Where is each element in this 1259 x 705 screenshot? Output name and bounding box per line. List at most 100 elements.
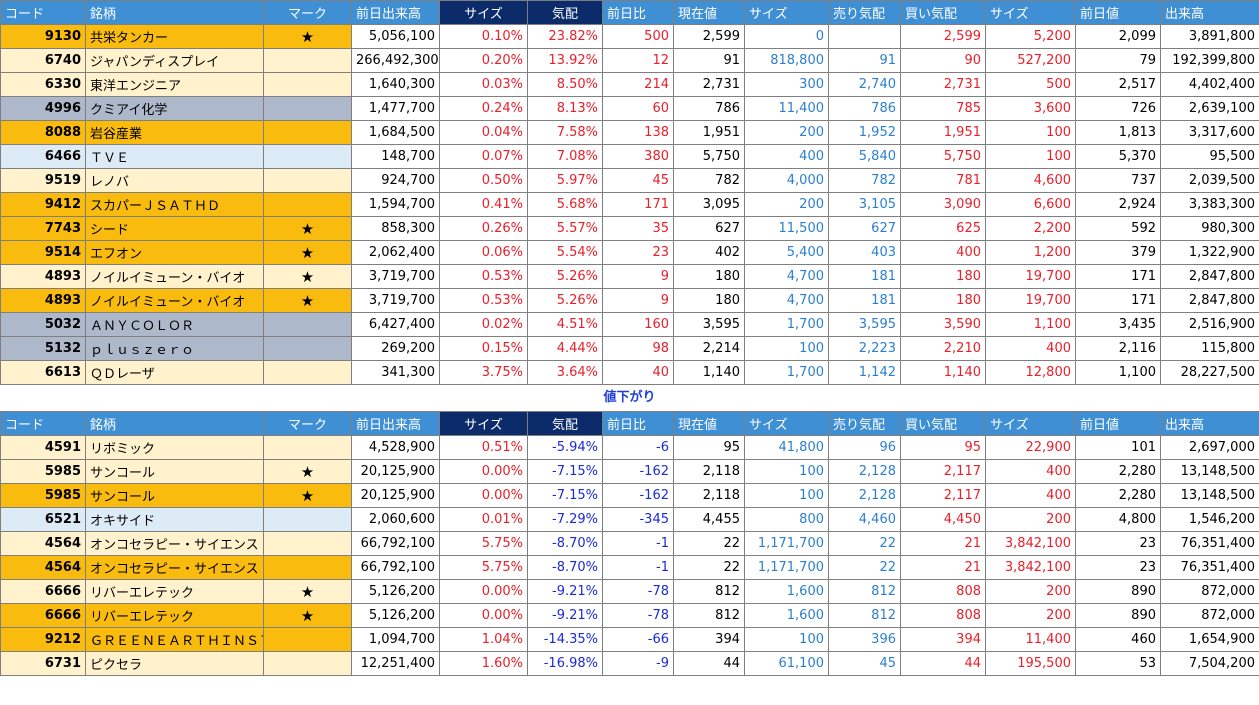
cell-change[interactable]: 160: [602, 312, 674, 337]
cell-prev-price[interactable]: 1,100: [1075, 360, 1161, 385]
header-volume[interactable]: 出来高: [1160, 411, 1259, 436]
cell-prev-price[interactable]: 23: [1075, 555, 1161, 580]
cell-quote[interactable]: -7.15%: [527, 483, 603, 508]
cell-volume[interactable]: 1,654,900: [1160, 627, 1259, 652]
cell-size-bid[interactable]: 3,842,100: [985, 555, 1076, 580]
cell-quote[interactable]: -16.98%: [527, 651, 603, 676]
cell-price[interactable]: 782: [673, 168, 745, 193]
cell-volume[interactable]: 95,500: [1160, 144, 1259, 169]
cell-mark[interactable]: [263, 651, 352, 676]
cell-volume[interactable]: 2,039,500: [1160, 168, 1259, 193]
cell-price[interactable]: 786: [673, 96, 745, 121]
cell-change[interactable]: -9: [602, 651, 674, 676]
cell-quote[interactable]: 5.26%: [527, 288, 603, 313]
cell-mark[interactable]: [263, 555, 352, 580]
cell-change[interactable]: 9: [602, 288, 674, 313]
cell-bid[interactable]: 808: [900, 579, 986, 604]
cell-bid[interactable]: 180: [900, 264, 986, 289]
header-size[interactable]: サイズ: [744, 411, 829, 436]
cell-size-bid[interactable]: 4,600: [985, 168, 1076, 193]
cell-name[interactable]: ジャパンディスプレイ: [85, 48, 264, 73]
cell-bid[interactable]: 5,750: [900, 144, 986, 169]
cell-code[interactable]: 4564: [0, 555, 86, 580]
cell-change[interactable]: -66: [602, 627, 674, 652]
header-bid[interactable]: 買い気配: [900, 0, 986, 25]
header-price[interactable]: 現在値: [673, 411, 745, 436]
cell-prev-price[interactable]: 592: [1075, 216, 1161, 241]
cell-ask[interactable]: 782: [828, 168, 901, 193]
cell-code[interactable]: 6521: [0, 507, 86, 532]
cell-code[interactable]: 4564: [0, 531, 86, 556]
cell-code[interactable]: 6666: [0, 579, 86, 604]
table-row[interactable]: 5985 サンコール ★ 20,125,900 0.00% -7.15% -162 2,118…: [0, 459, 1259, 484]
header-size[interactable]: サイズ: [744, 0, 829, 25]
cell-price[interactable]: 2,118: [673, 483, 745, 508]
cell-price[interactable]: 1,140: [673, 360, 745, 385]
cell-prev-volume[interactable]: 924,700: [351, 168, 440, 193]
cell-size-ratio[interactable]: 0.03%: [439, 72, 528, 97]
cell-price[interactable]: 2,214: [673, 336, 745, 361]
star-icon[interactable]: ★: [263, 288, 352, 313]
cell-code[interactable]: 9412: [0, 192, 86, 217]
cell-prev-price[interactable]: 2,517: [1075, 72, 1161, 97]
header-prev-volume[interactable]: 前日出来高: [351, 0, 440, 25]
cell-prev-volume[interactable]: 3,719,700: [351, 264, 440, 289]
cell-prev-price[interactable]: 171: [1075, 288, 1161, 313]
cell-prev-volume[interactable]: 2,060,600: [351, 507, 440, 532]
cell-code[interactable]: 6666: [0, 603, 86, 628]
cell-volume[interactable]: 2,639,100: [1160, 96, 1259, 121]
cell-prev-volume[interactable]: 6,427,400: [351, 312, 440, 337]
cell-ask[interactable]: 1,142: [828, 360, 901, 385]
table-row[interactable]: 6666 リバーエレテック ★ 5,126,200 0.00% -9.21% -78 812 1…: [0, 603, 1259, 628]
cell-ask[interactable]: 4,460: [828, 507, 901, 532]
cell-size-ratio[interactable]: 5.75%: [439, 531, 528, 556]
cell-name[interactable]: ピクセラ: [85, 651, 264, 676]
cell-bid[interactable]: 3,090: [900, 192, 986, 217]
cell-change[interactable]: 138: [602, 120, 674, 145]
cell-prev-price[interactable]: 1,813: [1075, 120, 1161, 145]
cell-change[interactable]: -1: [602, 531, 674, 556]
cell-name[interactable]: エフオン: [85, 240, 264, 265]
cell-price[interactable]: 812: [673, 603, 745, 628]
table-row[interactable]: 4591 リボミック 4,528,900 0.51% -5.94% -6 95 41,800 9…: [0, 435, 1259, 460]
cell-price[interactable]: 394: [673, 627, 745, 652]
cell-mark[interactable]: [263, 192, 352, 217]
cell-name[interactable]: サンコール: [85, 459, 264, 484]
cell-size-ask[interactable]: 1,171,700: [744, 555, 829, 580]
cell-price[interactable]: 2,599: [673, 24, 745, 49]
cell-size-ask[interactable]: 41,800: [744, 435, 829, 460]
cell-size-bid[interactable]: 500: [985, 72, 1076, 97]
cell-size-bid[interactable]: 200: [985, 603, 1076, 628]
cell-name[interactable]: クミアイ化学: [85, 96, 264, 121]
cell-price[interactable]: 402: [673, 240, 745, 265]
cell-volume[interactable]: 76,351,400: [1160, 555, 1259, 580]
cell-mark[interactable]: [263, 435, 352, 460]
star-icon[interactable]: ★: [263, 483, 352, 508]
cell-volume[interactable]: 7,504,200: [1160, 651, 1259, 676]
cell-change[interactable]: 171: [602, 192, 674, 217]
cell-volume[interactable]: 13,148,500: [1160, 459, 1259, 484]
header-bid[interactable]: 買い気配: [900, 411, 986, 436]
header-change[interactable]: 前日比: [602, 0, 674, 25]
cell-prev-price[interactable]: 23: [1075, 531, 1161, 556]
cell-prev-price[interactable]: 2,099: [1075, 24, 1161, 49]
cell-name[interactable]: 共栄タンカー: [85, 24, 264, 49]
cell-code[interactable]: 6330: [0, 72, 86, 97]
table-row[interactable]: 5132 ｐｌｕｓｚｅｒｏ 269,200 0.15% 4.44% 98 2,214 100 2…: [0, 336, 1259, 361]
cell-prev-price[interactable]: 5,370: [1075, 144, 1161, 169]
cell-price[interactable]: 44: [673, 651, 745, 676]
cell-prev-price[interactable]: 79: [1075, 48, 1161, 73]
cell-quote[interactable]: 5.97%: [527, 168, 603, 193]
cell-ask[interactable]: 22: [828, 531, 901, 556]
cell-price[interactable]: 91: [673, 48, 745, 73]
table-row[interactable]: 6613 ＱＤレーザ 341,300 3.75% 3.64% 40 1,140 1,700 1,…: [0, 360, 1259, 385]
table-row[interactable]: 7743 シード ★ 858,300 0.26% 5.57% 35 627 11,500 627 6…: [0, 216, 1259, 241]
cell-size-ratio[interactable]: 0.00%: [439, 459, 528, 484]
cell-size-bid[interactable]: 100: [985, 144, 1076, 169]
cell-name[interactable]: 岩谷産業: [85, 120, 264, 145]
cell-ask[interactable]: 181: [828, 288, 901, 313]
cell-quote[interactable]: 13.92%: [527, 48, 603, 73]
cell-prev-price[interactable]: 726: [1075, 96, 1161, 121]
cell-size-ratio[interactable]: 0.00%: [439, 579, 528, 604]
cell-name[interactable]: シード: [85, 216, 264, 241]
